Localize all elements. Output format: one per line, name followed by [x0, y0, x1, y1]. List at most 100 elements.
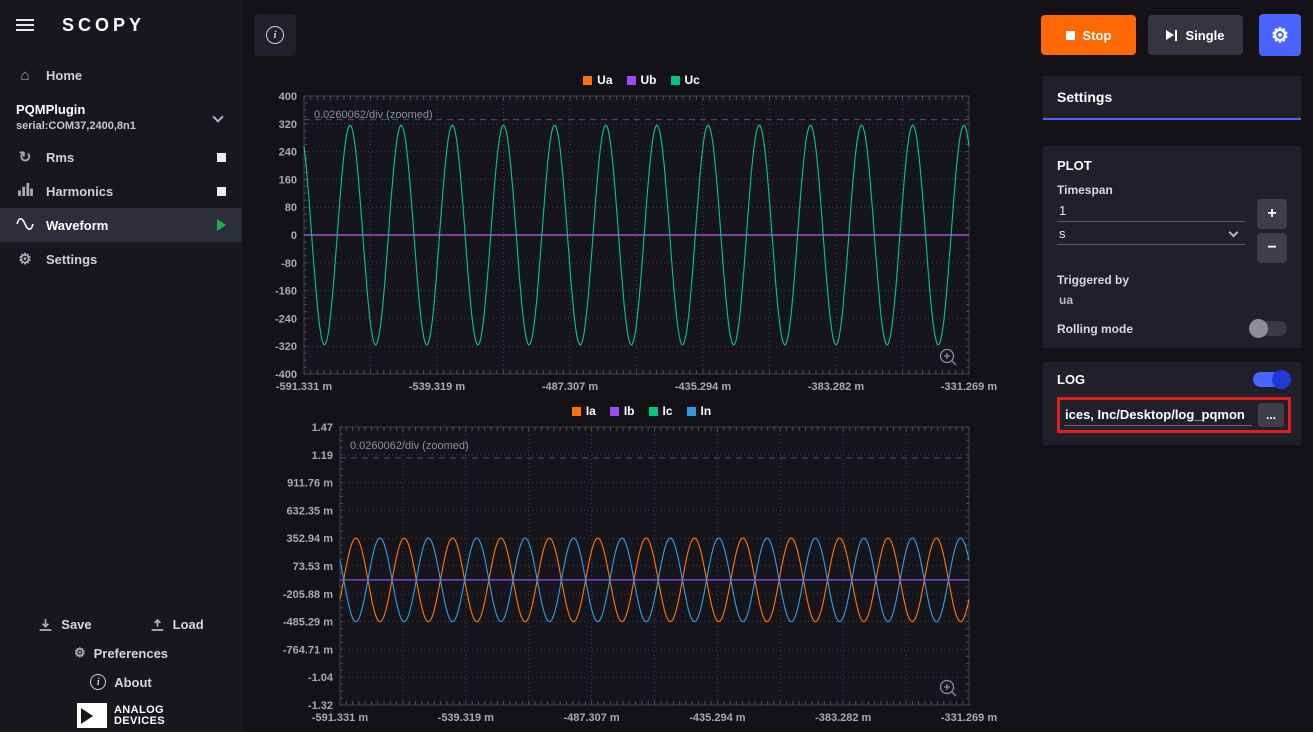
chevron-down-icon: [1228, 227, 1239, 237]
legend-item-Ib[interactable]: Ib: [609, 404, 635, 418]
save-button[interactable]: Save: [38, 617, 92, 632]
svg-text:-591.331 m: -591.331 m: [312, 712, 368, 724]
stop-button[interactable]: Stop: [1041, 15, 1136, 55]
load-button[interactable]: Load: [150, 617, 204, 632]
preferences-button[interactable]: ⚙ Preferences: [0, 645, 242, 661]
sidebar-item-harmonics[interactable]: Harmonics: [0, 174, 242, 208]
svg-text:-320: -320: [275, 341, 297, 353]
content-row: Ua Ub Uc -591.331 m -539.319 m -487.307 m -43…: [254, 70, 1301, 732]
preferences-label: Preferences: [93, 645, 169, 661]
charts-column: Ua Ub Uc -591.331 m -539.319 m -487.307 m -43…: [254, 70, 1029, 732]
plot-canvas[interactable]: -591.331 m -539.319 m -487.307 m -435.294 m…: [254, 90, 1029, 398]
svg-text:-485.29 m: -485.29 m: [283, 617, 333, 629]
hamburger-menu-icon[interactable]: [16, 19, 34, 31]
browse-button[interactable]: ...: [1258, 403, 1284, 427]
timespan-increment-button[interactable]: +: [1257, 199, 1287, 229]
scopy-logo: SCOPY: [62, 14, 146, 35]
annotation-highlight-box: ...: [1057, 397, 1291, 433]
rolling-mode-toggle[interactable]: [1249, 319, 1287, 338]
legend-label: Ub: [640, 73, 657, 87]
timespan-decrement-button[interactable]: −: [1257, 233, 1287, 263]
svg-text:-383.282 m: -383.282 m: [808, 381, 864, 393]
log-path-input[interactable]: [1064, 404, 1252, 426]
sidebar-item-settings[interactable]: ⚙ Settings: [0, 242, 242, 276]
gear-icon: ⚙: [1271, 24, 1289, 47]
stopped-indicator-icon[interactable]: [217, 152, 226, 162]
plot-minor-ticks: [339, 426, 970, 706]
stopped-indicator-icon[interactable]: [217, 186, 226, 196]
triggered-by-label: Triggered by: [1057, 273, 1130, 287]
home-icon: ⌂: [20, 66, 30, 84]
legend-item-In[interactable]: In: [686, 404, 712, 418]
log-toggle[interactable]: [1253, 370, 1291, 389]
svg-text:-487.307 m: -487.307 m: [563, 712, 619, 724]
zoom-reset-icon[interactable]: [939, 679, 957, 697]
svg-text:1.19: 1.19: [312, 450, 333, 462]
plot-section-heading: PLOT: [1057, 158, 1092, 173]
svg-text:320: 320: [279, 119, 297, 131]
legend-swatch-icon: [670, 75, 680, 85]
legend-swatch-icon: [571, 406, 581, 416]
info-icon: i: [266, 26, 284, 44]
legend-item-Uc[interactable]: Uc: [670, 73, 700, 87]
legend-label: Ua: [597, 73, 613, 87]
svg-text:400: 400: [279, 91, 297, 103]
chart-current: Ia Ib Ic In -591.331 m -539.319 m -487.307 m-…: [254, 401, 1029, 732]
load-label: Load: [172, 617, 204, 632]
svg-text:911.76 m: 911.76 m: [287, 478, 333, 490]
sidebar-spacer: [0, 276, 242, 617]
svg-text:632.35 m: 632.35 m: [287, 505, 334, 517]
sidebar-item-rms[interactable]: ↻ Rms: [0, 140, 242, 174]
y-axis-labels: 400 320 240 160 80 0 -80 -160 -240 -320 -400: [275, 91, 297, 381]
y-axis-labels: 1.47 1.19 911.76 m 632.35 m 352.94 m 73.53 m -…: [283, 422, 334, 712]
svg-text:-1.04: -1.04: [308, 672, 334, 684]
legend-label: In: [700, 404, 712, 418]
home-label: Home: [46, 67, 83, 83]
svg-text:1.47: 1.47: [312, 422, 333, 434]
plot-annotation: 0.0260062/div (zoomed): [314, 109, 433, 121]
svg-text:-1.32: -1.32: [308, 700, 333, 712]
chevron-down-icon[interactable]: [212, 111, 224, 123]
zoom-reset-icon[interactable]: [939, 348, 957, 366]
legend-item-Ia[interactable]: Ia: [571, 404, 596, 418]
svg-text:80: 80: [285, 202, 297, 214]
plugin-serial: serial:COM37,2400,8n1: [16, 120, 136, 132]
triggered-by-value[interactable]: ua: [1059, 293, 1074, 307]
timespan-unit-select[interactable]: s: [1057, 222, 1245, 245]
brand-line2: DEVICES: [113, 714, 166, 727]
save-icon: [38, 618, 53, 632]
timespan-unit-value: s: [1059, 226, 1066, 241]
legend-label: Ib: [623, 404, 635, 418]
legend-item-Ub[interactable]: Ub: [626, 73, 657, 87]
plugin-header[interactable]: PQMPlugin serial:COM37,2400,8n1: [0, 92, 242, 140]
legend-swatch-icon: [686, 406, 696, 416]
sidebar-item-waveform[interactable]: Waveform: [0, 208, 242, 242]
series-Ia: [339, 537, 970, 623]
timespan-value-input[interactable]: 1: [1057, 199, 1245, 222]
single-label: Single: [1185, 27, 1225, 43]
svg-text:0: 0: [291, 230, 297, 242]
sidebar-item-home[interactable]: ⌂ Home: [0, 58, 242, 92]
info-button[interactable]: i: [254, 14, 296, 56]
rms-icon: ↻: [18, 148, 32, 166]
single-button[interactable]: Single: [1148, 15, 1243, 55]
x-axis-labels: -591.331 m -539.319 m -487.307 m -435.294 m…: [312, 712, 997, 724]
timespan-control: 1 s + −: [1057, 199, 1287, 263]
svg-text:-400: -400: [275, 369, 297, 381]
about-button[interactable]: i About: [0, 674, 242, 690]
running-indicator-icon[interactable]: [217, 219, 226, 231]
settings-label: Settings: [46, 251, 98, 267]
main-area: i Stop Single ⚙ Ua Ub Uc -591.331 m -539.31…: [242, 0, 1313, 732]
legend-item-Ua[interactable]: Ua: [583, 73, 613, 87]
plugin-name: PQMPlugin: [16, 102, 86, 117]
plot-canvas[interactable]: -591.331 m -539.319 m -487.307 m -435.294 m…: [254, 421, 1029, 729]
legend-item-Ic[interactable]: Ic: [648, 404, 673, 418]
svg-text:-205.88 m: -205.88 m: [283, 589, 333, 601]
svg-text:-435.294 m: -435.294 m: [689, 712, 745, 724]
sidebar-header: SCOPY: [0, 0, 242, 50]
svg-text:-764.71 m: -764.71 m: [283, 644, 333, 656]
general-settings-button[interactable]: ⚙: [1259, 14, 1301, 56]
svg-text:-487.307 m: -487.307 m: [542, 381, 598, 393]
plot-grid: [340, 427, 969, 705]
